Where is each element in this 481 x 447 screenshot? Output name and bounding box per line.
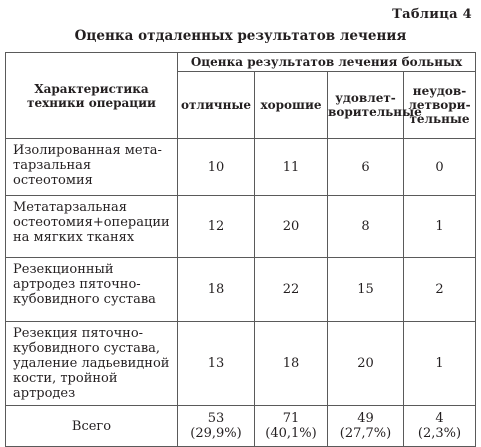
cell-satisfactory: 20 bbox=[327, 321, 404, 406]
header-good: хорошие bbox=[254, 71, 328, 139]
table-title: Оценка отдаленных результатов лечения bbox=[74, 28, 407, 44]
table-row: Метатарзальная остеотомия+операции на мя… bbox=[5, 195, 476, 258]
header-satisfactory: удовлет-ворительные bbox=[327, 71, 422, 139]
total-good: 71 (40,1%) bbox=[254, 405, 328, 447]
total-count: 71 bbox=[282, 411, 300, 426]
row-label: Метатарзальная остеотомия+операции на мя… bbox=[5, 195, 178, 258]
table-row: Резекционный артродез пяточно-кубовидног… bbox=[5, 257, 476, 322]
cell-excellent: 10 bbox=[177, 138, 255, 196]
cell-unsatisfactory: 1 bbox=[403, 195, 476, 258]
cell-satisfactory: 15 bbox=[327, 257, 404, 322]
total-satisfactory: 49 (27,7%) bbox=[327, 405, 404, 447]
total-unsatisfactory: 4 (2,3%) bbox=[403, 405, 476, 447]
table-number-label: Таблица 4 bbox=[392, 7, 472, 22]
header-unsatisfactory: неудов-летвори-тельные bbox=[403, 71, 476, 139]
cell-unsatisfactory: 0 bbox=[403, 138, 476, 196]
row-label: Резекционный артродез пяточно-кубовидног… bbox=[5, 257, 178, 322]
total-percent: (27,7%) bbox=[339, 426, 392, 441]
cell-excellent: 12 bbox=[177, 195, 255, 258]
total-excellent: 53 (29,9%) bbox=[177, 405, 255, 447]
cell-unsatisfactory: 2 bbox=[403, 257, 476, 322]
cell-good: 20 bbox=[254, 195, 328, 258]
header-results-group: Оценка результатов лечения больных bbox=[177, 52, 476, 72]
total-label: Всего bbox=[5, 405, 178, 447]
cell-excellent: 13 bbox=[177, 321, 255, 406]
results-table: Характеристика техники операции Оценка р… bbox=[5, 52, 476, 447]
total-percent: (40,1%) bbox=[265, 426, 317, 441]
total-count: 4 bbox=[435, 411, 444, 426]
table-row: Изолированная мета-тарзальная остеотомия… bbox=[5, 138, 476, 196]
cell-good: 22 bbox=[254, 257, 328, 322]
cell-satisfactory: 6 bbox=[327, 138, 404, 196]
cell-good: 18 bbox=[254, 321, 328, 406]
table-row: Резекция пяточно-кубовидного сустава, уд… bbox=[5, 321, 476, 406]
total-percent: (2,3%) bbox=[417, 426, 462, 441]
cell-good: 11 bbox=[254, 138, 328, 196]
row-label: Изолированная мета-тарзальная остеотомия bbox=[5, 138, 178, 196]
row-label: Резекция пяточно-кубовидного сустава, уд… bbox=[5, 321, 178, 406]
total-count: 49 bbox=[357, 411, 374, 426]
total-row: Всего 53 (29,9%) 71 (40,1%) 49 (27,7%) 4… bbox=[5, 405, 476, 447]
total-count: 53 bbox=[207, 411, 225, 426]
header-excellent: отличные bbox=[177, 71, 255, 139]
cell-unsatisfactory: 1 bbox=[403, 321, 476, 406]
cell-satisfactory: 8 bbox=[327, 195, 404, 258]
cell-excellent: 18 bbox=[177, 257, 255, 322]
total-percent: (29,9%) bbox=[190, 426, 242, 441]
header-characteristic: Характеристика техники операции bbox=[5, 52, 178, 139]
